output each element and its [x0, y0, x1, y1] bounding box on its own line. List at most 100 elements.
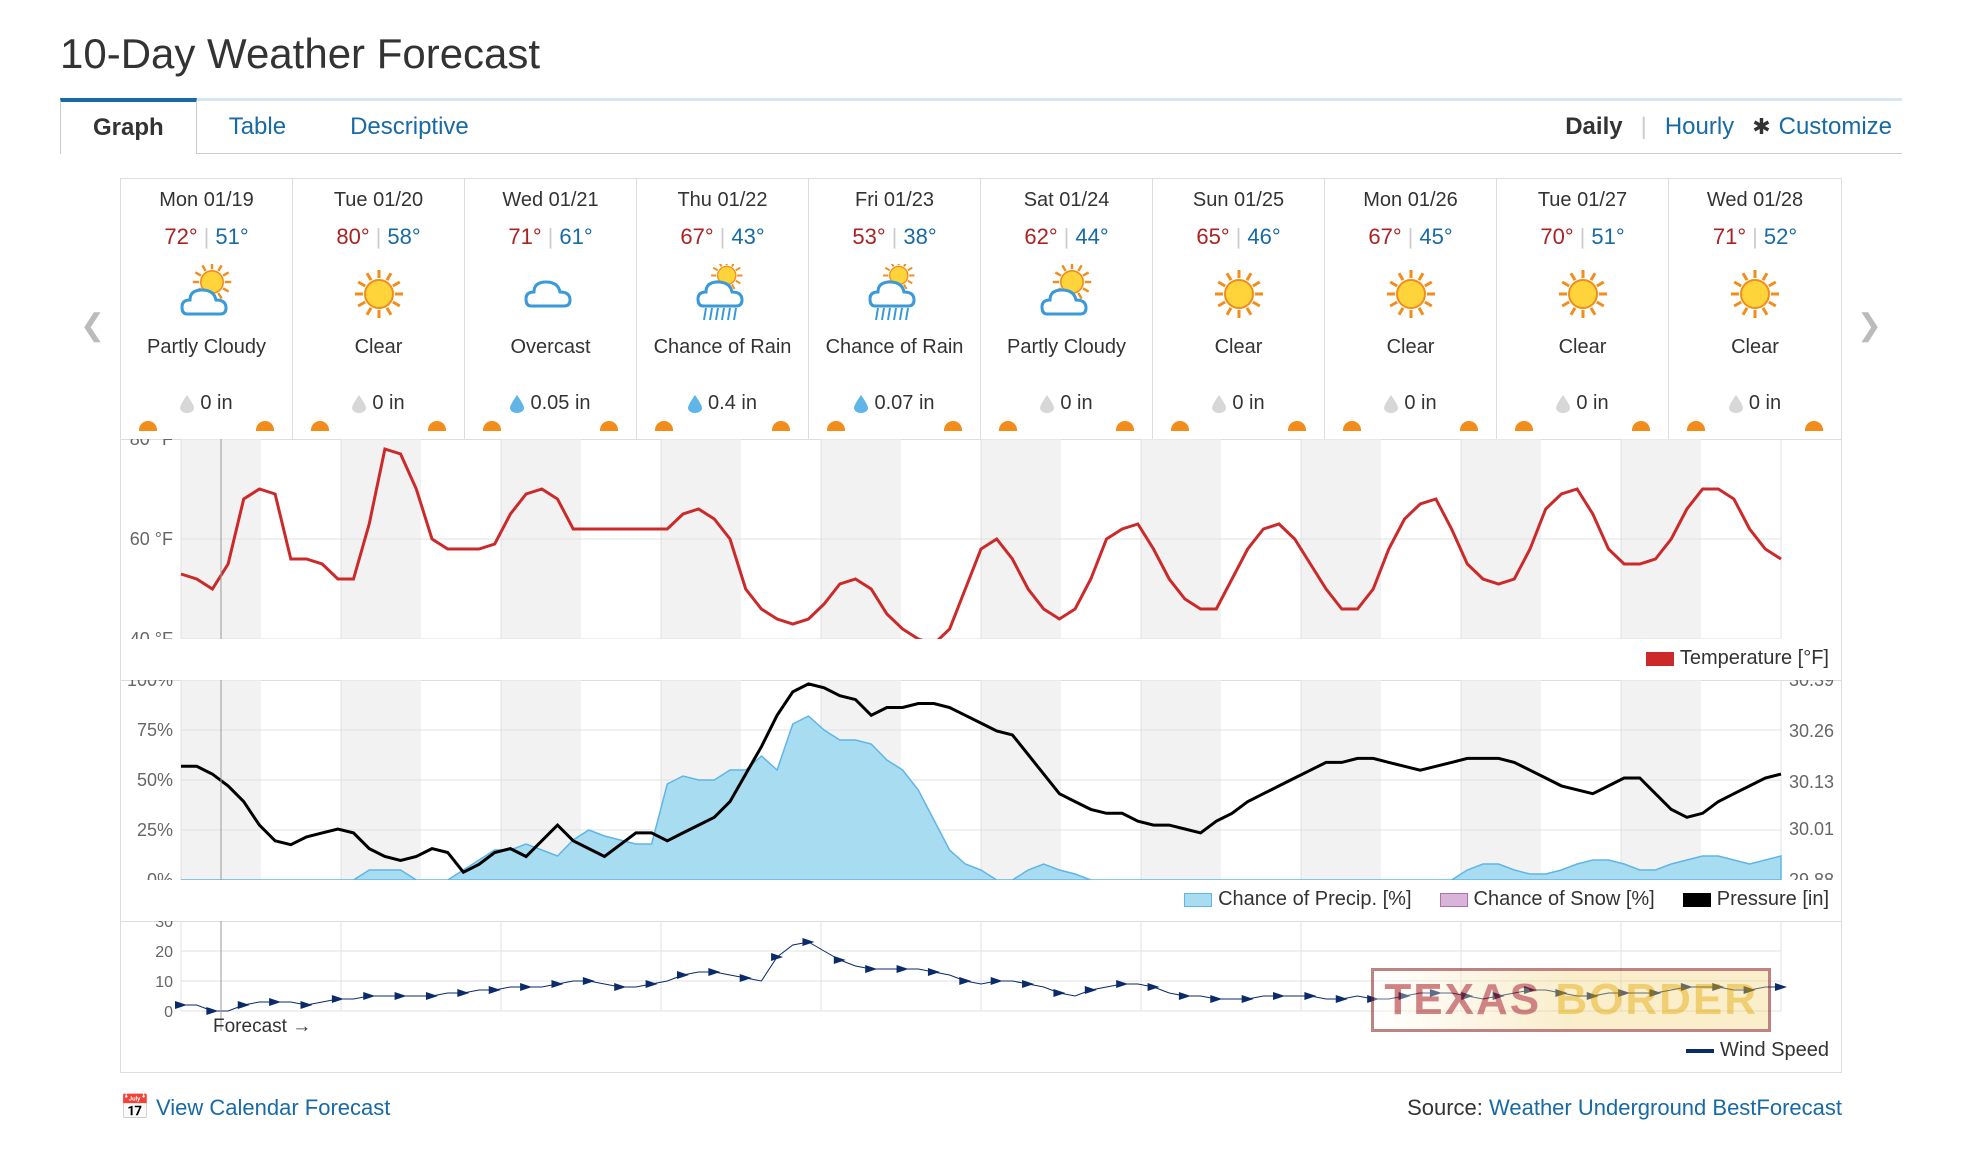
svg-text:25%: 25% — [137, 820, 173, 840]
condition-text: Chance of Rain — [813, 336, 976, 384]
low-temp: 46° — [1247, 224, 1280, 249]
condition-text: Chance of Rain — [641, 336, 804, 384]
high-temp: 65° — [1196, 224, 1229, 249]
day-date: Tue 01/27 — [1501, 189, 1664, 212]
sunrise-sunset-icons — [469, 421, 632, 431]
svg-text:30.01: 30.01 — [1789, 819, 1834, 839]
low-temp: 43° — [731, 224, 764, 249]
calendar-forecast-link[interactable]: 📅 View Calendar Forecast — [120, 1093, 390, 1122]
legend-snow: Chance of Snow [%] — [1474, 888, 1655, 910]
svg-text:40 °F: 40 °F — [130, 629, 173, 639]
condition-icon — [985, 260, 1148, 330]
day-date: Thu 01/22 — [641, 189, 804, 212]
high-temp: 53° — [852, 224, 885, 249]
sunrise-sunset-icons — [1329, 421, 1492, 431]
precip-amount: 0.07 in — [813, 392, 976, 415]
customize-button[interactable]: Customize — [1752, 113, 1892, 141]
low-temp: 51° — [1591, 224, 1624, 249]
condition-text: Clear — [1501, 336, 1664, 384]
precip-amount: 0 in — [1673, 392, 1837, 415]
condition-text: Clear — [1673, 336, 1837, 384]
day-date: Mon 01/19 — [125, 189, 288, 212]
condition-text: Partly Cloudy — [125, 336, 288, 384]
tab-descriptive[interactable]: Descriptive — [318, 101, 501, 153]
low-temp: 58° — [387, 224, 420, 249]
svg-text:60 °F: 60 °F — [130, 529, 173, 549]
condition-icon — [1329, 260, 1492, 330]
day-column[interactable]: Sun 01/25 65°|46° Clear 0 in — [1153, 179, 1325, 439]
calendar-icon: 📅 — [120, 1094, 150, 1121]
svg-text:30.13: 30.13 — [1789, 772, 1834, 792]
view-daily[interactable]: Daily — [1565, 113, 1622, 141]
svg-text:0%: 0% — [147, 870, 173, 880]
sunrise-sunset-icons — [813, 421, 976, 431]
condition-icon — [1157, 260, 1320, 330]
precip-amount: 0 in — [1329, 392, 1492, 415]
gear-icon — [1752, 113, 1770, 141]
day-date: Fri 01/23 — [813, 189, 976, 212]
low-temp: 45° — [1419, 224, 1452, 249]
day-column[interactable]: Fri 01/23 53°|38° Chance of Rain 0.07 in — [809, 179, 981, 439]
high-temp: 71° — [1713, 224, 1746, 249]
svg-text:29.88: 29.88 — [1789, 870, 1834, 880]
svg-text:100%: 100% — [127, 680, 173, 690]
view-hourly[interactable]: Hourly — [1665, 113, 1734, 141]
svg-text:75%: 75% — [137, 720, 173, 740]
svg-text:30.39: 30.39 — [1789, 680, 1834, 690]
high-temp: 70° — [1540, 224, 1573, 249]
high-temp: 72° — [164, 224, 197, 249]
page-title: 10-Day Weather Forecast — [60, 30, 1902, 78]
tab-table[interactable]: Table — [197, 101, 318, 153]
tab-graph[interactable]: Graph — [60, 98, 197, 154]
legend-wind: Wind Speed — [1720, 1039, 1829, 1061]
legend-precip: Chance of Precip. [%] — [1218, 888, 1411, 910]
carousel-next-button[interactable]: ❯ — [1847, 298, 1892, 353]
condition-text: Overcast — [469, 336, 632, 384]
low-temp: 38° — [903, 224, 936, 249]
day-column[interactable]: Wed 01/21 71°|61° Overcast 0.05 in — [465, 179, 637, 439]
day-column[interactable]: Tue 01/27 70°|51° Clear 0 in — [1497, 179, 1669, 439]
precip-amount: 0 in — [985, 392, 1148, 415]
source-attribution: Source: Weather Underground BestForecast — [1407, 1095, 1842, 1121]
svg-text:80 °F: 80 °F — [130, 439, 173, 449]
condition-icon — [125, 260, 288, 330]
sunrise-sunset-icons — [1157, 421, 1320, 431]
day-column[interactable]: Mon 01/26 67°|45° Clear 0 in — [1325, 179, 1497, 439]
condition-text: Partly Cloudy — [985, 336, 1148, 384]
precip-amount: 0.05 in — [469, 392, 632, 415]
sunrise-sunset-icons — [125, 421, 288, 431]
day-forecast-grid: Mon 01/19 72°|51° Partly Cloudy 0 in Tue… — [120, 178, 1842, 440]
day-column[interactable]: Sat 01/24 62°|44° Partly Cloudy 0 in — [981, 179, 1153, 439]
high-temp: 67° — [1368, 224, 1401, 249]
view-separator: | — [1641, 113, 1647, 141]
condition-icon — [1501, 260, 1664, 330]
customize-label: Customize — [1779, 113, 1892, 141]
sunrise-sunset-icons — [1673, 421, 1837, 431]
precip-amount: 0.4 in — [641, 392, 804, 415]
day-column[interactable]: Wed 01/28 71°|52° Clear 0 in — [1669, 179, 1841, 439]
condition-icon — [469, 260, 632, 330]
condition-icon — [1673, 260, 1837, 330]
precip-amount: 0 in — [297, 392, 460, 415]
condition-icon — [641, 260, 804, 330]
day-column[interactable]: Tue 01/20 80°|58° Clear 0 in — [293, 179, 465, 439]
legend-pressure: Pressure [in] — [1717, 888, 1829, 910]
low-temp: 61° — [559, 224, 592, 249]
day-column[interactable]: Mon 01/19 72°|51° Partly Cloudy 0 in — [121, 179, 293, 439]
carousel-prev-button[interactable]: ❮ — [70, 298, 115, 353]
precip-amount: 0 in — [125, 392, 288, 415]
day-column[interactable]: Thu 01/22 67°|43° Chance of Rain 0.4 in — [637, 179, 809, 439]
wind-chart: 0102030 Wind Speed Forecast → TEXAS BORD… — [120, 921, 1842, 1073]
day-date: Wed 01/21 — [469, 189, 632, 212]
sunrise-sunset-icons — [1501, 421, 1664, 431]
low-temp: 51° — [215, 224, 248, 249]
sunrise-sunset-icons — [985, 421, 1148, 431]
condition-text: Clear — [1329, 336, 1492, 384]
low-temp: 44° — [1075, 224, 1108, 249]
source-link[interactable]: Weather Underground BestForecast — [1489, 1095, 1842, 1120]
temperature-chart: 40 °F60 °F80 °F Temperature [°F] — [120, 439, 1842, 681]
high-temp: 62° — [1024, 224, 1057, 249]
sunrise-sunset-icons — [641, 421, 804, 431]
svg-text:50%: 50% — [137, 770, 173, 790]
condition-icon — [297, 260, 460, 330]
